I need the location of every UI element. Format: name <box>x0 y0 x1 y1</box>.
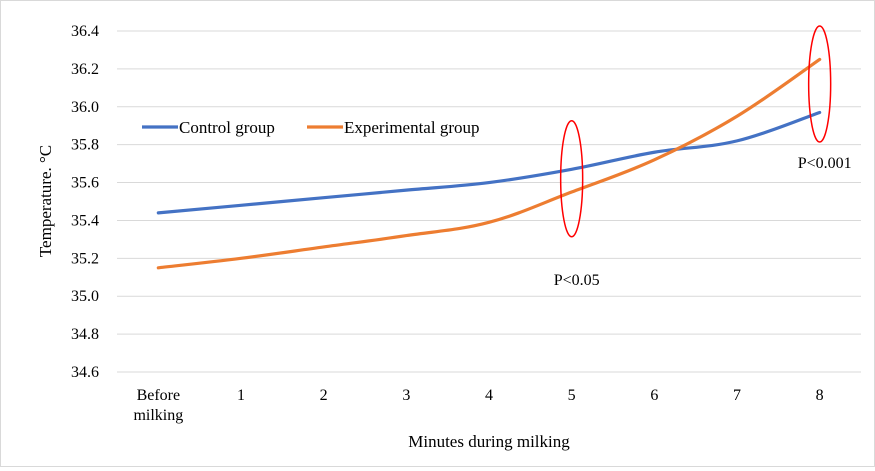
y-tick-label: 35.0 <box>71 288 99 305</box>
x-tick-label: 4 <box>485 387 493 404</box>
y-tick-label: 36.4 <box>71 23 99 40</box>
x-tick-label: 8 <box>816 387 824 404</box>
x-tick-label: 2 <box>320 387 328 404</box>
x-tick-label: 6 <box>650 387 658 404</box>
x-axis-title: Minutes during milking <box>408 432 570 451</box>
y-tick-label: 35.4 <box>71 212 99 229</box>
legend-label-control-group: Control group <box>179 118 275 137</box>
y-tick-label: 36.0 <box>71 99 99 116</box>
legend-label-experimental-group: Experimental group <box>344 118 480 137</box>
series-line-control-group <box>156 110 822 215</box>
legend: Control group Experimental group <box>142 118 480 137</box>
significance-label: P<0.001 <box>798 155 852 172</box>
significance-ellipse <box>559 120 584 238</box>
y-tick-label: 34.6 <box>71 364 99 381</box>
x-tick-label: 3 <box>402 387 410 404</box>
significance-ellipse <box>807 25 832 143</box>
grid-lines <box>117 30 861 373</box>
significance-annotations: P<0.05 P<0.001 <box>554 25 852 289</box>
y-tick-label: 35.6 <box>71 175 99 192</box>
x-tick-label: 5 <box>568 387 576 404</box>
series-line-experimental-group <box>156 57 822 270</box>
x-axis-tick-labels: Before milking 1 2 3 4 5 6 7 8 <box>133 387 823 424</box>
y-tick-label: 34.8 <box>71 326 99 343</box>
y-tick-label: 35.8 <box>71 137 99 154</box>
y-tick-label: 36.2 <box>71 61 99 78</box>
y-axis-tick-labels: 34.6 34.8 35.0 35.2 35.4 35.6 35.8 36.0 36.2 36.4 <box>71 23 99 381</box>
x-tick-label: Before milking <box>133 387 183 424</box>
y-tick-label: 35.2 <box>71 250 99 267</box>
x-tick-label: 1 <box>237 387 245 404</box>
y-axis-title: Temperature. °C <box>36 145 55 257</box>
series-lines <box>156 57 822 270</box>
x-tick-label: 7 <box>733 387 741 404</box>
significance-label: P<0.05 <box>554 272 600 289</box>
